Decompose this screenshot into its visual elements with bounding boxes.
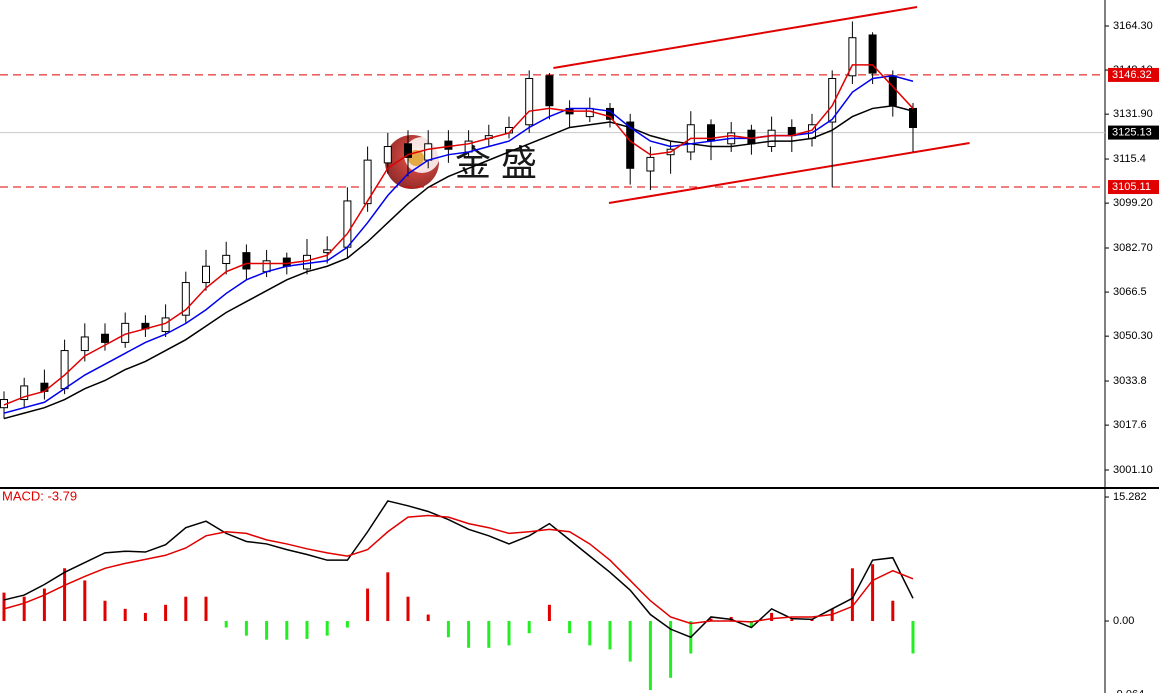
histogram-bar — [467, 621, 471, 648]
histogram-bar — [749, 621, 753, 628]
histogram-bar — [42, 588, 46, 622]
histogram-bar — [446, 621, 450, 638]
histogram-bar — [527, 621, 531, 634]
y-tick-label: 3050.30 — [1113, 330, 1153, 342]
histogram-bar — [224, 621, 228, 628]
candle-body — [222, 254, 231, 265]
price-label-box — [1108, 180, 1159, 195]
histogram-bar — [628, 621, 632, 662]
y-tick-label: 3017.6 — [1113, 419, 1147, 431]
candle-body — [282, 257, 291, 267]
price-label: 3125.13 — [1112, 126, 1152, 138]
histogram-bar — [891, 600, 895, 622]
candle-body — [424, 143, 433, 161]
histogram-bar — [547, 604, 551, 622]
y-tick-label: -9.064 — [1113, 688, 1144, 693]
candle-body — [868, 34, 877, 74]
histogram-bar — [487, 621, 491, 648]
histogram-bar — [770, 612, 774, 622]
histogram-bar — [568, 621, 572, 634]
histogram-bar — [2, 592, 6, 622]
candle-body — [404, 143, 412, 158]
histogram-bar — [184, 596, 188, 622]
histogram-bar — [345, 621, 349, 628]
histogram-bar — [103, 600, 107, 622]
candle-body — [60, 350, 69, 390]
moving-average — [3, 104, 914, 420]
histogram-bar — [588, 621, 592, 646]
histogram-bar — [790, 619, 794, 622]
histogram-bar — [204, 596, 208, 622]
candle-body — [101, 333, 109, 343]
macd-line — [3, 514, 914, 625]
histogram-bar — [608, 621, 612, 650]
y-tick-label: 3001.10 — [1113, 464, 1153, 476]
trend-line — [553, 6, 918, 69]
histogram-bar — [244, 621, 248, 636]
candle-body — [909, 107, 917, 128]
histogram-bar — [669, 621, 673, 678]
candle-body — [525, 78, 534, 126]
histogram-bar — [83, 580, 87, 622]
histogram-bar — [871, 564, 875, 622]
candle-body — [343, 200, 352, 248]
histogram-bar — [810, 619, 814, 622]
y-tick-label: 0.00 — [1113, 615, 1134, 627]
trend-line — [608, 142, 970, 204]
macd-line — [3, 500, 914, 639]
candle-body — [626, 121, 635, 169]
candle-body — [262, 260, 271, 273]
y-tick-label: 3066.5 — [1113, 286, 1147, 298]
histogram-bar — [507, 621, 511, 646]
histogram-bar — [22, 596, 26, 622]
histogram-bar — [325, 621, 329, 636]
y-tick-label: 3164.30 — [1113, 20, 1153, 32]
histogram-bar — [426, 614, 430, 622]
candle-body — [747, 129, 756, 145]
candle-body — [202, 265, 210, 284]
histogram-bar — [164, 604, 168, 622]
y-tick-label: 15.282 — [1113, 491, 1147, 503]
candle-body — [242, 252, 251, 270]
y-tick-label: 3115.4 — [1113, 153, 1146, 165]
histogram-bar — [406, 596, 410, 622]
price-label-box — [1108, 125, 1159, 140]
y-tick-label: 3033.8 — [1113, 375, 1147, 387]
histogram-bar — [143, 612, 147, 622]
candle-body — [545, 75, 554, 107]
candle-body — [767, 129, 776, 148]
candle-body — [20, 385, 29, 401]
histogram-bar — [648, 621, 652, 690]
histogram-bar — [285, 621, 289, 640]
histogram-bar — [386, 572, 390, 622]
histogram-bar — [305, 621, 309, 639]
y-tick-label: 3099.20 — [1113, 197, 1153, 209]
moving-average — [3, 64, 914, 406]
histogram-bar — [123, 608, 127, 622]
price-label: 3146.32 — [1112, 69, 1152, 81]
histogram-bar — [366, 588, 370, 622]
histogram-bar — [63, 568, 67, 622]
candle-body — [888, 75, 897, 107]
price-label: 3105.11 — [1112, 181, 1151, 193]
candle-body — [646, 156, 655, 172]
histogram-bar — [265, 621, 269, 640]
moving-average — [3, 75, 914, 414]
histogram-bar — [709, 618, 713, 622]
candle-body — [303, 254, 311, 270]
candle-body — [80, 336, 89, 352]
histogram-bar — [911, 621, 915, 654]
y-tick-label: 3131.90 — [1113, 108, 1153, 120]
candle-body — [363, 159, 372, 205]
price-label-box — [1108, 67, 1159, 82]
indicator-label: MACD: -3.79 — [2, 488, 77, 503]
candle-body — [383, 146, 392, 164]
candle-body — [848, 37, 857, 77]
y-tick-label: 3082.70 — [1113, 242, 1153, 254]
candle-body — [181, 282, 190, 316]
candle-body — [444, 140, 453, 150]
histogram-bar — [850, 568, 854, 622]
